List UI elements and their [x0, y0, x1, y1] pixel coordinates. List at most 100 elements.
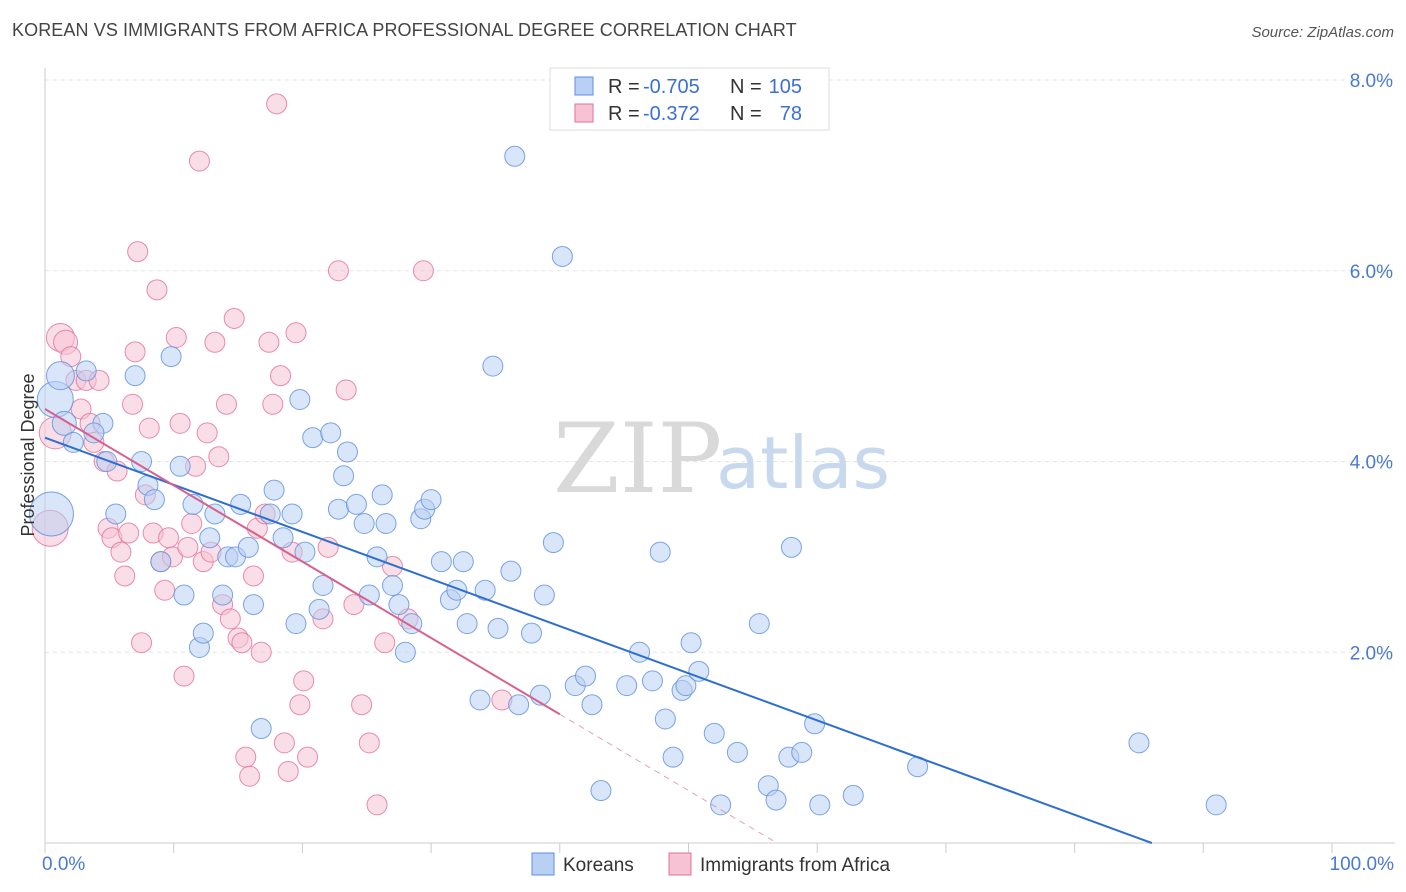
- legend-swatch-blue: [574, 76, 594, 96]
- point-koreans-93: [765, 789, 787, 811]
- point-koreans-57: [430, 551, 452, 573]
- point-koreans-81: [649, 541, 671, 563]
- point-immigrants-19: [124, 341, 146, 363]
- point-immigrants-73: [374, 632, 396, 654]
- legend-swatch-immigrants-from-africa: [668, 852, 692, 876]
- point-koreans-26: [230, 493, 252, 515]
- point-koreans-80: [641, 670, 663, 692]
- y-axis-label: Professional Degree: [18, 373, 38, 536]
- point-koreans-71: [533, 584, 555, 606]
- point-koreans-41: [327, 498, 349, 520]
- point-koreans-20: [192, 622, 214, 644]
- point-koreans-82: [654, 708, 676, 730]
- legend-r-value-1: -0.705: [643, 76, 700, 98]
- point-immigrants-76: [412, 260, 434, 282]
- point-immigrants-59: [277, 760, 299, 782]
- point-koreans-16: [169, 455, 191, 477]
- point-koreans-15: [160, 346, 182, 368]
- point-immigrants-71: [358, 732, 380, 754]
- point-koreans-90: [726, 741, 748, 763]
- point-koreans-86: [680, 632, 702, 654]
- point-immigrants-55: [262, 393, 284, 415]
- legend-r-value-2: -0.372: [643, 103, 700, 125]
- point-koreans-78: [616, 675, 638, 697]
- point-immigrants-63: [293, 670, 315, 692]
- point-koreans-87: [688, 660, 710, 682]
- point-koreans-75: [575, 665, 597, 687]
- x-tick-label-min: 0.0%: [42, 854, 85, 875]
- legend-n-label-2: N =: [730, 103, 762, 125]
- point-koreans-91: [748, 613, 770, 635]
- point-koreans-8: [124, 365, 146, 387]
- point-immigrants-50: [242, 565, 264, 587]
- point-koreans-72: [542, 532, 564, 554]
- point-koreans-59: [446, 579, 468, 601]
- point-koreans-0: [28, 491, 74, 537]
- legend-r-label-2: R =: [608, 103, 640, 125]
- trend-line-immigrants-from-africa: [44, 408, 561, 716]
- point-immigrants-25: [146, 279, 168, 301]
- y-tick-label-2: 6.0%: [1350, 262, 1393, 283]
- point-koreans-66: [500, 560, 522, 582]
- point-koreans-100: [1128, 732, 1150, 754]
- watermark-zip: ZIP: [553, 403, 722, 515]
- point-koreans-65: [487, 617, 509, 639]
- point-immigrants-36: [188, 150, 210, 172]
- point-koreans-61: [456, 613, 478, 635]
- trend-extension-immigrants-from-africa: [559, 713, 778, 844]
- point-koreans-51: [388, 594, 410, 616]
- point-immigrants-33: [177, 536, 199, 558]
- point-koreans-31: [263, 479, 285, 501]
- point-koreans-88: [703, 722, 725, 744]
- grid: [45, 79, 1395, 653]
- point-immigrants-72: [366, 794, 388, 816]
- point-koreans-22: [204, 503, 226, 525]
- point-koreans-102: [780, 536, 802, 558]
- point-koreans-56: [420, 489, 442, 511]
- legend-n-value-1: 105: [769, 76, 802, 98]
- point-koreans-44: [345, 493, 367, 515]
- point-koreans-77: [590, 780, 612, 802]
- point-koreans-23: [212, 584, 234, 606]
- point-koreans-33: [281, 503, 303, 525]
- legend-n-label-1: N =: [730, 76, 762, 98]
- point-koreans-29: [250, 718, 272, 740]
- point-immigrants-32: [173, 665, 195, 687]
- chart-title: KOREAN VS IMMIGRANTS FROM AFRICA PROFESS…: [12, 20, 797, 40]
- point-koreans-85: [675, 675, 697, 697]
- point-koreans-21: [199, 527, 221, 549]
- point-koreans-39: [312, 574, 334, 596]
- point-immigrants-23: [138, 417, 160, 439]
- point-koreans-14: [150, 551, 172, 573]
- point-immigrants-58: [273, 732, 295, 754]
- point-koreans-13: [143, 489, 165, 511]
- point-koreans-97: [809, 794, 831, 816]
- point-immigrants-44: [219, 608, 241, 630]
- y-tick-labels: 2.0% 4.0% 6.0% 8.0%: [1350, 71, 1393, 664]
- watermark-atlas: atlas: [716, 421, 890, 505]
- point-immigrants-16: [114, 565, 136, 587]
- point-immigrants-43: [215, 393, 237, 415]
- point-koreans-4: [75, 360, 97, 382]
- point-immigrants-64: [297, 746, 319, 768]
- point-koreans-64: [482, 355, 504, 377]
- legend-label-koreans: Koreans: [563, 855, 634, 876]
- point-immigrants-48: [235, 746, 257, 768]
- y-tick-label-1: 4.0%: [1350, 453, 1393, 474]
- point-koreans-67: [508, 694, 530, 716]
- point-immigrants-31: [169, 412, 191, 434]
- point-koreans-89: [710, 794, 732, 816]
- point-koreans-45: [353, 512, 375, 534]
- point-koreans-37: [302, 427, 324, 449]
- trend-line-koreans: [44, 436, 1153, 844]
- point-koreans-40: [320, 422, 342, 444]
- point-koreans-43: [336, 441, 358, 463]
- point-koreans-95: [791, 741, 813, 763]
- point-koreans-49: [375, 512, 397, 534]
- point-immigrants-57: [270, 365, 292, 387]
- point-koreans-17: [173, 584, 195, 606]
- point-koreans-76: [581, 694, 603, 716]
- point-koreans-52: [394, 641, 416, 663]
- point-koreans-7: [96, 451, 118, 472]
- point-koreans-34: [285, 613, 307, 635]
